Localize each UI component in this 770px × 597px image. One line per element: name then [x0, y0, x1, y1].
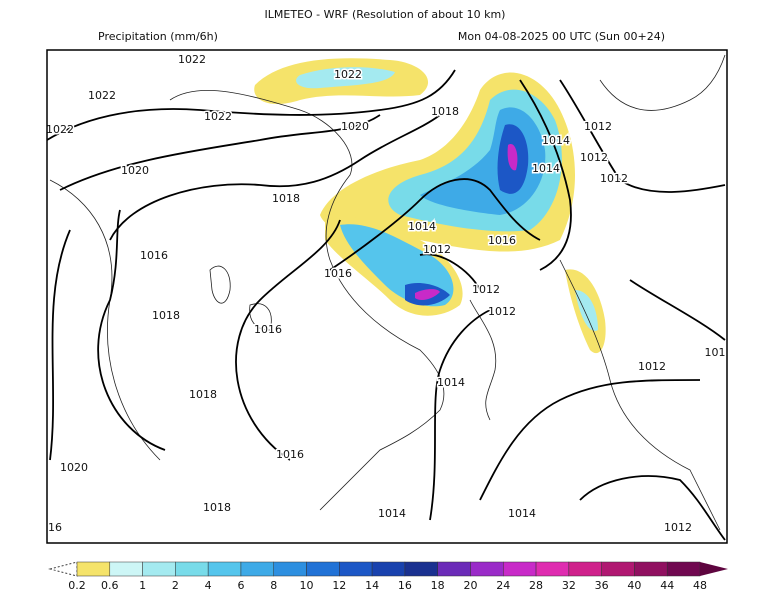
isobar-label: 1012 — [584, 120, 612, 133]
colorbar-label: 12 — [332, 579, 346, 592]
isobar-label: 1012 — [423, 243, 451, 256]
isobars — [46, 69, 726, 541]
colorbar-label: 44 — [660, 579, 674, 592]
isobar-label: 1014 — [508, 507, 536, 520]
isobar-label: 1016 — [324, 267, 352, 280]
isobar-label: 1016 — [276, 448, 304, 461]
variable: Precipitation (mm/6h) — [98, 30, 218, 43]
isobar-label: 1016 — [140, 249, 168, 262]
colorbar-swatch — [437, 561, 471, 577]
colorbar-swatch — [240, 561, 274, 577]
colorbar-label: 10 — [300, 579, 314, 592]
isobar-label: 1018 — [152, 309, 180, 322]
isobar-label: 1022 — [204, 110, 232, 123]
colorbar-label: 6 — [237, 579, 244, 592]
isobar-label: 1020 — [121, 164, 149, 177]
map-frame — [46, 49, 728, 544]
colorbar-label: 18 — [431, 579, 445, 592]
isobar-label: 1012 — [600, 172, 628, 185]
colorbar-swatch — [634, 561, 668, 577]
colorbar-label: 2 — [172, 579, 179, 592]
colorbar-swatch — [470, 561, 504, 577]
isobar-label: 1022 — [46, 123, 74, 136]
isobar-label: 1018 — [431, 105, 459, 118]
isobar-label: 1014 — [532, 162, 560, 175]
colorbar-label: 40 — [627, 579, 641, 592]
colorbar-swatch — [175, 561, 209, 577]
isobar-label: 1022 — [178, 53, 206, 66]
isobar-label: 1012 — [664, 521, 692, 534]
isobar-labels: 1022 1022 1022 1022 1022 1020 1018 1014 1012 1012… — [45, 52, 728, 536]
isobar-label: 1012 — [472, 283, 500, 296]
colorbar-label: 0.2 — [68, 579, 86, 592]
isobar-label: 1018 — [272, 192, 300, 205]
isobar-label: 1014 — [378, 507, 406, 520]
colorbar-swatch — [273, 561, 307, 577]
isobar-label: 1018 — [203, 501, 231, 514]
colorbar-swatch — [207, 561, 242, 577]
colorbar-label: 8 — [270, 579, 277, 592]
colorbar-swatch — [142, 561, 176, 577]
colorbar-label: 20 — [463, 579, 477, 592]
colorbar-swatch — [601, 561, 635, 577]
colorbar-label: 28 — [529, 579, 543, 592]
isobar-label: 1014 — [408, 220, 436, 233]
colorbar-swatch — [339, 561, 373, 577]
isobar-label: 1016 — [254, 323, 282, 336]
under-arrow — [48, 561, 78, 577]
colorbar-label: 1 — [139, 579, 146, 592]
isobar-label: 1022 — [88, 89, 116, 102]
colorbar-label: 24 — [496, 579, 510, 592]
colorbar-label: 48 — [693, 579, 707, 592]
isobar-label: 1020 — [341, 120, 369, 133]
colorbar-swatch — [76, 561, 111, 577]
isobar-label: 1012 — [580, 151, 608, 164]
colorbar-swatch — [503, 561, 537, 577]
isobar-label: 1022 — [334, 68, 362, 81]
colorbar: 0.2 0.6 1 2 4 6 8 10 12 14 16 18 20 24 28 32 36 40 44 48 — [48, 561, 728, 592]
valid-time: Mon 04-08-2025 00 UTC (Sun 00+24) — [458, 30, 665, 43]
colorbar-label: 16 — [398, 579, 412, 592]
title: ILMETEO - WRF (Resolution of about 10 km… — [265, 8, 506, 21]
isobar-label: 101 — [705, 346, 726, 359]
colorbar-label: 4 — [205, 579, 212, 592]
colorbar-swatch — [535, 561, 570, 577]
isobar-label: 1016 — [488, 234, 516, 247]
isobar-label: 1014 — [542, 134, 570, 147]
colorbar-swatch — [404, 561, 438, 577]
colorbar-label: 14 — [365, 579, 379, 592]
isobar-label: 1014 — [437, 376, 465, 389]
colorbar-label: 32 — [562, 579, 576, 592]
isobar-label: 16 — [48, 521, 62, 534]
colorbar-swatch — [109, 561, 143, 577]
isobar-label: 1020 — [60, 461, 88, 474]
isobar-label: 1012 — [638, 360, 666, 373]
colorbar-label: 36 — [595, 579, 609, 592]
colorbar-swatch — [568, 561, 602, 577]
colorbar-swatch — [371, 561, 406, 577]
colorbar-swatch — [666, 561, 701, 577]
precipitation — [254, 58, 606, 354]
colorbar-label: 0.6 — [101, 579, 119, 592]
over-arrow — [700, 562, 728, 576]
colorbar-swatch — [306, 561, 340, 577]
isobar-label: 1012 — [488, 305, 516, 318]
isobar-label: 1018 — [189, 388, 217, 401]
